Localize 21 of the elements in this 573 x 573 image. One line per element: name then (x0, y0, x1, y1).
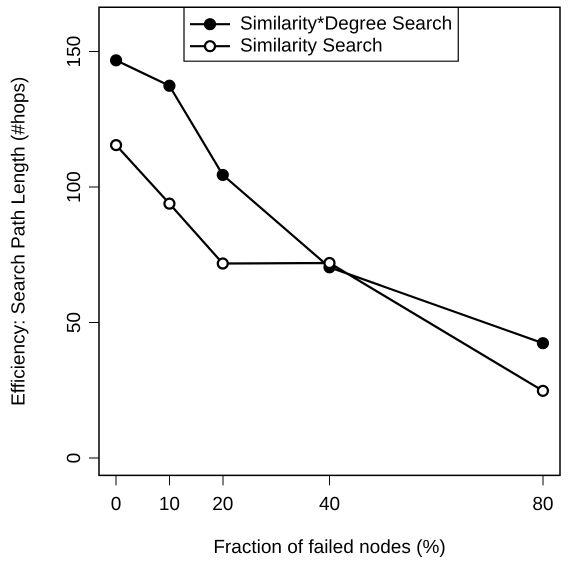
point (216, 168, 229, 182)
y-tick-label: 150 (64, 36, 86, 68)
x-tick-label: 0 (110, 494, 122, 516)
point (110, 139, 122, 152)
x-tick-label: 10 (158, 494, 180, 516)
x-tick-label: 20 (212, 494, 234, 516)
x-axis-title: Fraction of failed nodes (%) (213, 536, 446, 558)
point (163, 80, 176, 92)
y-tick-label: 0 (64, 452, 86, 464)
point (536, 337, 550, 350)
point (216, 257, 229, 270)
point (110, 54, 122, 66)
x-tick-label: 80 (532, 494, 554, 516)
legend-label: Similarity*Degree Search (240, 13, 452, 34)
point (163, 198, 176, 210)
y-tick-label: 100 (64, 171, 86, 203)
legend-label: Similarity Search (240, 35, 383, 56)
y-tick-label: 50 (64, 312, 86, 334)
point (536, 384, 550, 397)
x-tick-label: 40 (318, 494, 340, 516)
y-axis-title: Efficiency: Search Path Length (#hops) (8, 76, 30, 406)
